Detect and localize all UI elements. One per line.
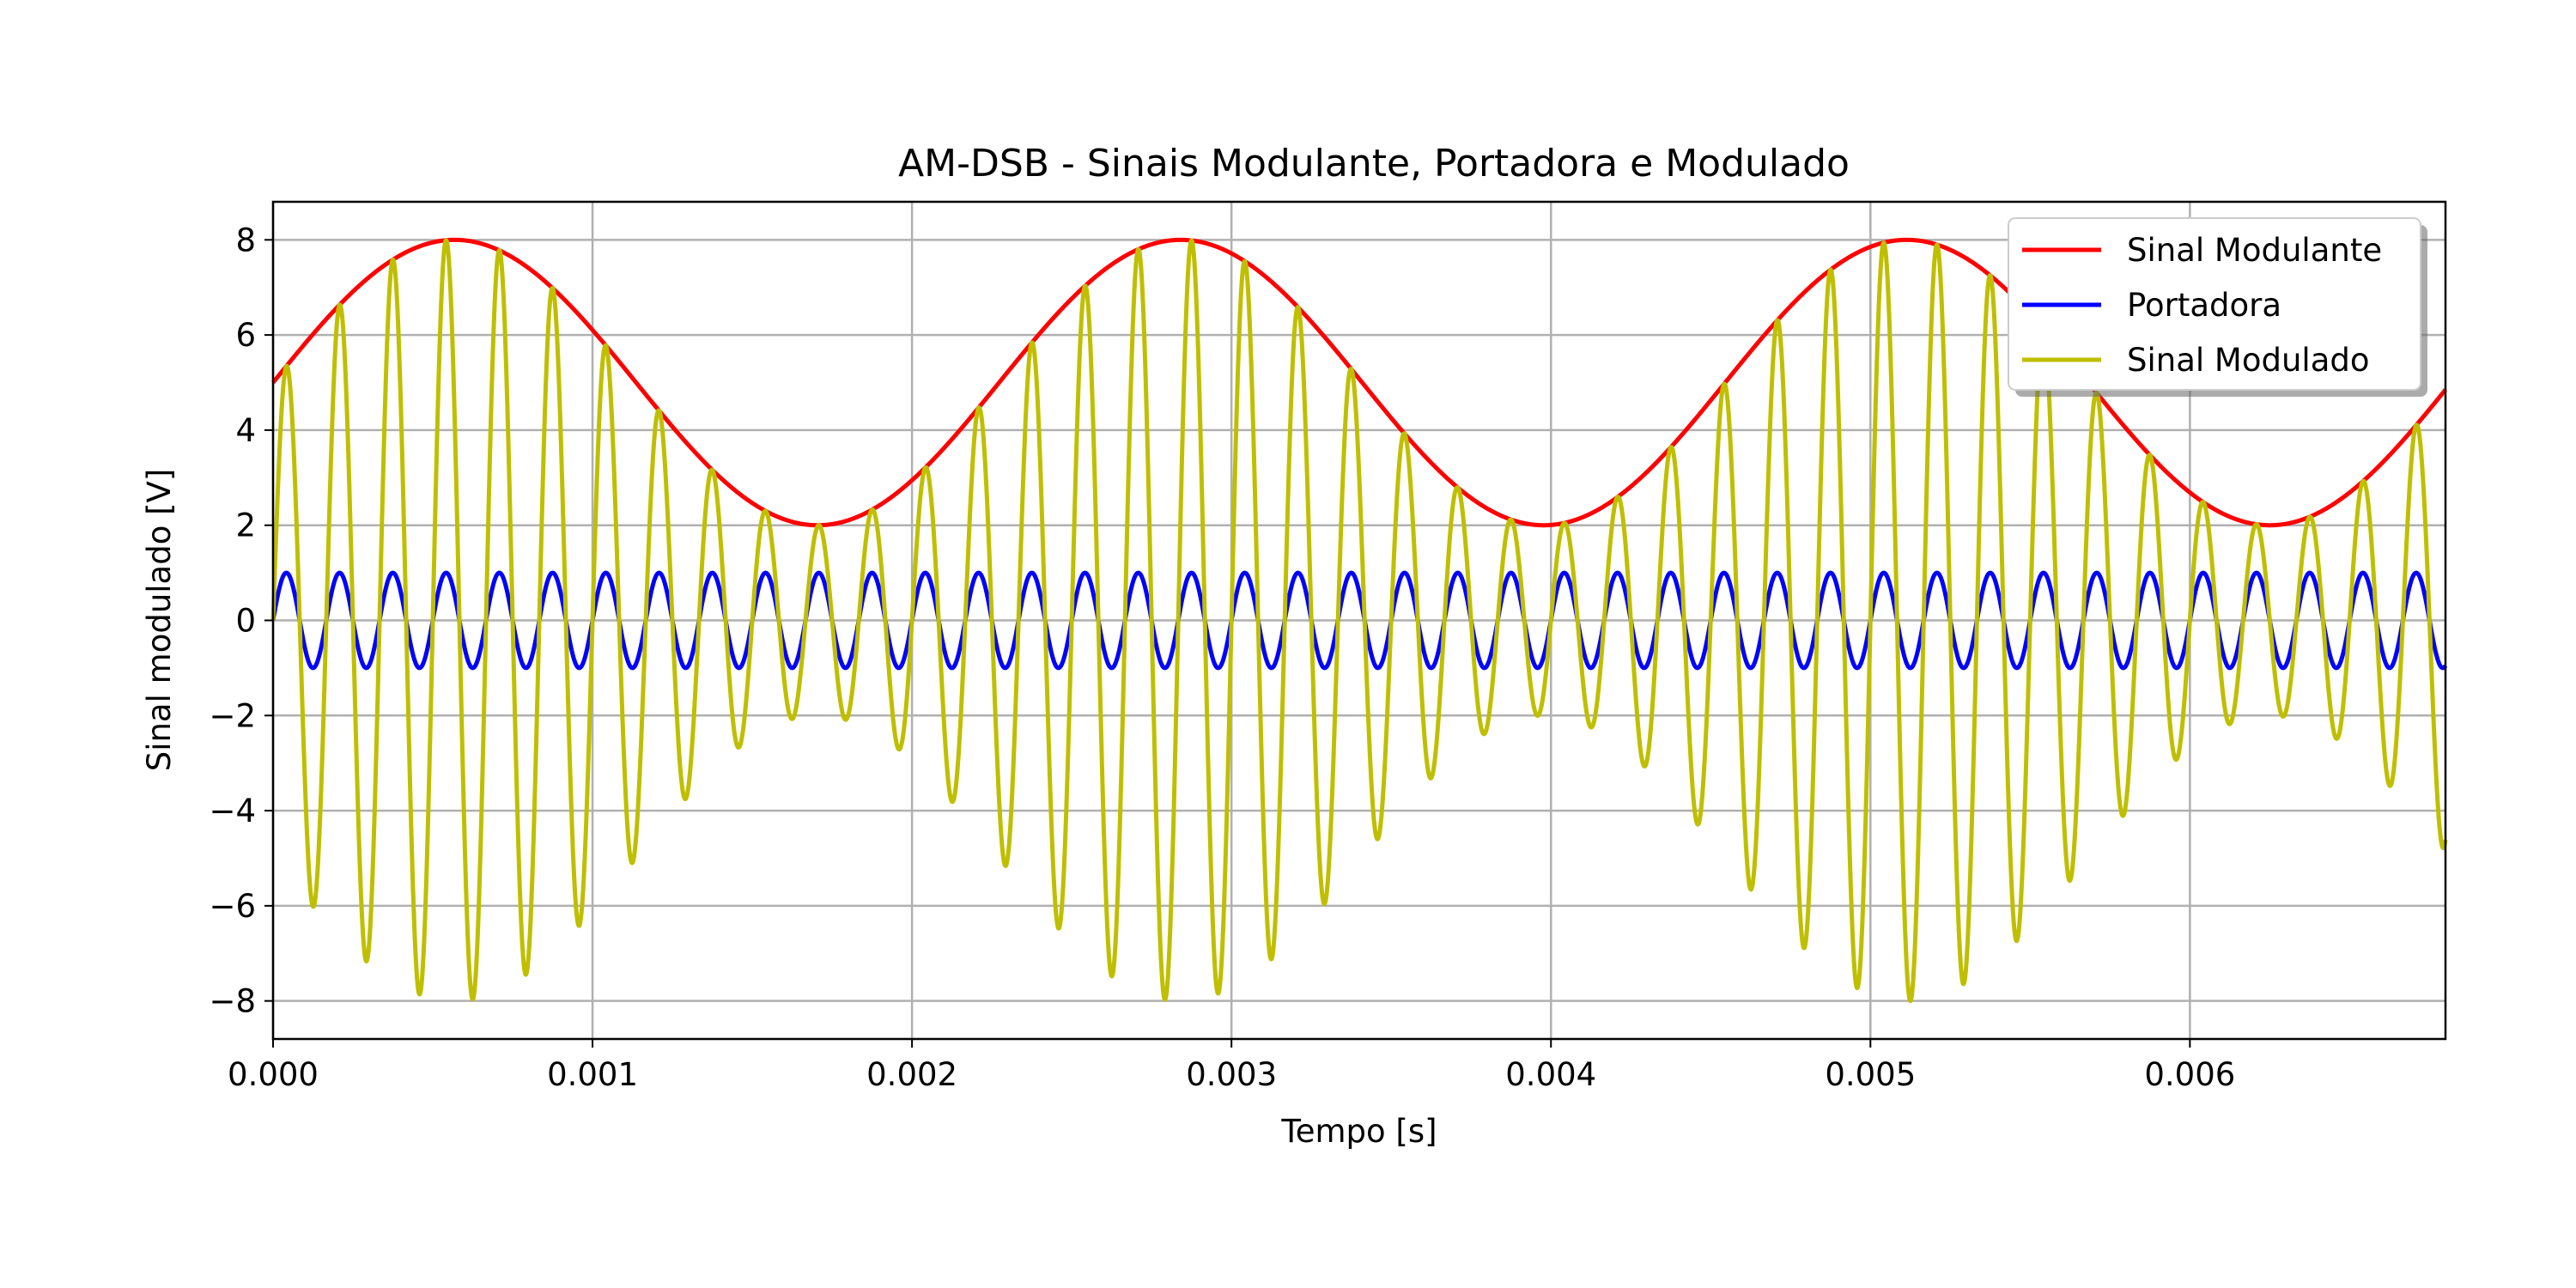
x-tick-label: 0.006 bbox=[2144, 1056, 2235, 1093]
x-axis-label: Tempo [s] bbox=[1280, 1113, 1437, 1150]
y-tick-label: −4 bbox=[209, 793, 256, 829]
legend-label-sinal-modulante: Sinal Modulante bbox=[2127, 232, 2382, 269]
legend: Sinal Modulante Portadora Sinal Modulado bbox=[2008, 217, 2427, 397]
y-tick-label: 2 bbox=[235, 507, 256, 544]
x-tick-label: 0.000 bbox=[228, 1056, 319, 1093]
y-tick-label: −2 bbox=[209, 697, 256, 734]
legend-label-portadora: Portadora bbox=[2127, 287, 2281, 324]
y-axis: −8 −6 −4 −2 0 2 4 6 8 bbox=[209, 222, 273, 1020]
legend-box bbox=[2008, 217, 2421, 391]
y-tick-label: 0 bbox=[235, 603, 256, 640]
y-tick-label: 4 bbox=[235, 412, 256, 449]
y-tick-label: 6 bbox=[235, 317, 256, 354]
y-tick-label: 8 bbox=[235, 222, 256, 258]
grid bbox=[271, 202, 2445, 1039]
y-tick-label: −6 bbox=[209, 888, 256, 925]
y-axis-label: Sinal modulado [V] bbox=[141, 469, 178, 772]
y-tick-label: −8 bbox=[209, 983, 256, 1020]
x-tick-label: 0.003 bbox=[1186, 1056, 1277, 1093]
chart-title: AM-DSB - Sinais Modulante, Portadora e M… bbox=[898, 142, 1850, 185]
series-line-sinal-modulado bbox=[270, 238, 2448, 1004]
x-tick-label: 0.002 bbox=[866, 1056, 957, 1093]
legend-label-sinal-modulado: Sinal Modulado bbox=[2127, 342, 2370, 379]
x-tick-label: 0.004 bbox=[1505, 1056, 1596, 1093]
x-tick-label: 0.001 bbox=[547, 1056, 638, 1093]
x-axis: 0.000 0.001 0.002 0.003 0.004 0.005 0.006 bbox=[228, 1039, 2235, 1093]
x-tick-label: 0.005 bbox=[1825, 1056, 1916, 1093]
